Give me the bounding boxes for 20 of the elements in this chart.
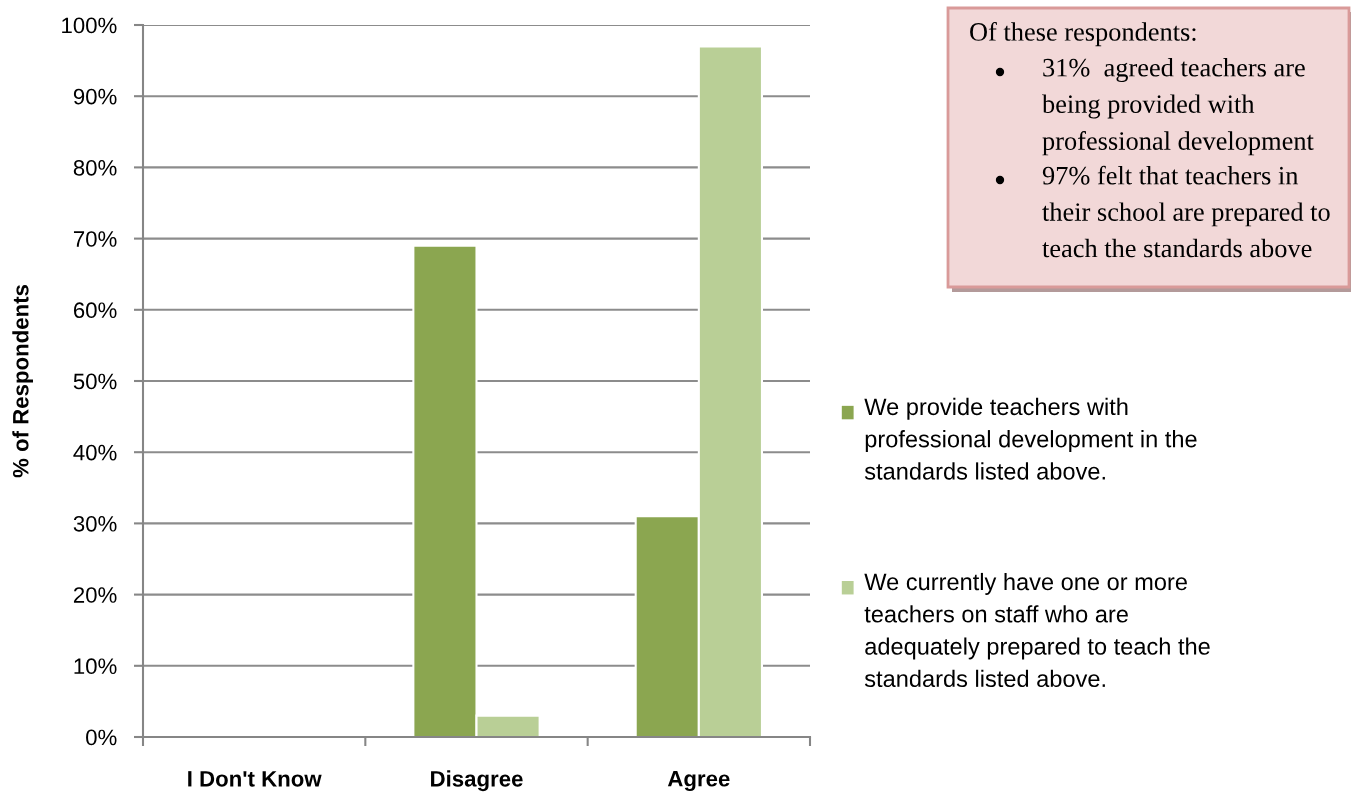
legend-label: We currently have one or more teachers on staff who are adequately prepared to teach the standards listed above. bbox=[864, 572, 1210, 688]
text: 31% agreed teachers are being provided with professional development bbox=[1042, 58, 1314, 156]
y-tick-label: 10% bbox=[74, 658, 117, 675]
y-tick-label: 40% bbox=[73, 444, 117, 461]
x-tick-label: Disagree bbox=[431, 770, 523, 792]
y-axis-title: % of Respondents bbox=[12, 284, 33, 478]
y-tick-label: 50% bbox=[73, 373, 117, 390]
text: 97% felt that teachers in their school are prepared to teach the standards above bbox=[1042, 165, 1330, 258]
text: Of these respondents: bbox=[970, 22, 1196, 47]
x-tick-label: Agree bbox=[667, 771, 730, 792]
y-tick-label: 90% bbox=[73, 88, 117, 105]
y-tick-label: 0% bbox=[86, 729, 117, 746]
y-tick-label: 70% bbox=[73, 231, 117, 247]
y-tick-label: 80% bbox=[73, 159, 117, 176]
y-tick-label: 100% bbox=[62, 17, 117, 34]
x-tick-label: I Don't Know bbox=[188, 771, 322, 787]
y-tick-label: 60% bbox=[73, 302, 117, 319]
legend-label: We provide teachers with professional development in the standards listed above. bbox=[864, 397, 1197, 480]
y-tick-label: 30% bbox=[73, 515, 117, 532]
y-tick-label: 20% bbox=[73, 587, 117, 603]
